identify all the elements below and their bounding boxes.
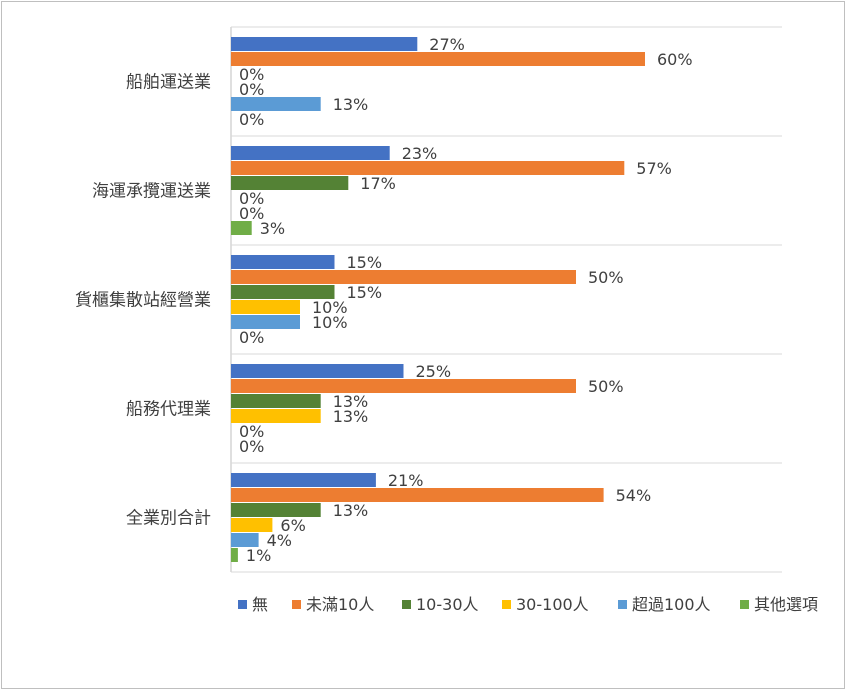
category-label: 海運承攬運送業: [92, 182, 211, 202]
data-label: 0%: [239, 328, 264, 347]
data-label: 21%: [388, 471, 424, 490]
legend-swatch: [292, 600, 301, 609]
data-label: 0%: [239, 437, 264, 456]
data-label: 54%: [616, 486, 652, 505]
data-label: 0%: [239, 65, 264, 84]
bar: [231, 255, 335, 269]
bar: [231, 503, 321, 517]
category-label: 全業別合計: [126, 509, 211, 529]
legend-swatch: [502, 600, 511, 609]
data-label: 13%: [333, 95, 369, 114]
data-label: 17%: [360, 174, 396, 193]
category-label: 船舶運送業: [126, 73, 211, 93]
data-label: 0%: [239, 189, 264, 208]
data-label: 15%: [347, 253, 383, 272]
data-label: 57%: [636, 159, 672, 178]
bar: [231, 315, 300, 329]
bar: [231, 533, 259, 547]
data-label: 27%: [429, 35, 465, 54]
bar: [231, 473, 376, 487]
legend-swatch: [740, 600, 749, 609]
data-label: 13%: [333, 407, 369, 426]
legend-swatch: [402, 600, 411, 609]
legend-label: 30-100人: [516, 595, 589, 614]
bar: [231, 176, 349, 190]
bar: [231, 300, 300, 314]
category-label: 船務代理業: [126, 400, 211, 420]
data-label: 50%: [588, 377, 624, 396]
data-label: 4%: [267, 531, 292, 550]
legend-swatch: [618, 600, 627, 609]
bar: [231, 548, 238, 562]
legend-swatch: [238, 600, 247, 609]
bar: [231, 270, 576, 284]
data-label: 6%: [280, 516, 305, 535]
bar: [231, 488, 604, 502]
data-label: 3%: [260, 219, 285, 238]
data-label: 50%: [588, 268, 624, 287]
data-label: 0%: [239, 204, 264, 223]
legend-label: 未滿10人: [306, 595, 374, 614]
legend-label: 無: [252, 595, 268, 614]
bar: [231, 52, 645, 66]
data-label: 1%: [246, 546, 271, 565]
data-label: 13%: [333, 392, 369, 411]
bar: [231, 285, 335, 299]
legend-label: 其他選項: [754, 595, 818, 614]
category-label: 貨櫃集散站經營業: [75, 291, 211, 311]
bar: [231, 409, 321, 423]
bar: [231, 37, 418, 51]
bar: [231, 518, 273, 532]
data-label: 10%: [312, 313, 348, 332]
bar: [231, 364, 404, 378]
data-label: 15%: [347, 283, 383, 302]
bar: [231, 221, 252, 235]
data-label: 0%: [239, 80, 264, 99]
data-label: 10%: [312, 298, 348, 317]
data-label: 25%: [416, 362, 452, 381]
bar: [231, 394, 321, 408]
legend-label: 10-30人: [416, 595, 479, 614]
bar: [231, 161, 625, 175]
data-label: 0%: [239, 422, 264, 441]
bar: [231, 379, 576, 393]
bar: [231, 146, 390, 160]
legend-label: 超過100人: [632, 595, 711, 614]
data-label: 23%: [402, 144, 438, 163]
bar: [231, 97, 321, 111]
data-label: 0%: [239, 110, 264, 129]
data-label: 13%: [333, 501, 369, 520]
data-label: 60%: [657, 50, 693, 69]
